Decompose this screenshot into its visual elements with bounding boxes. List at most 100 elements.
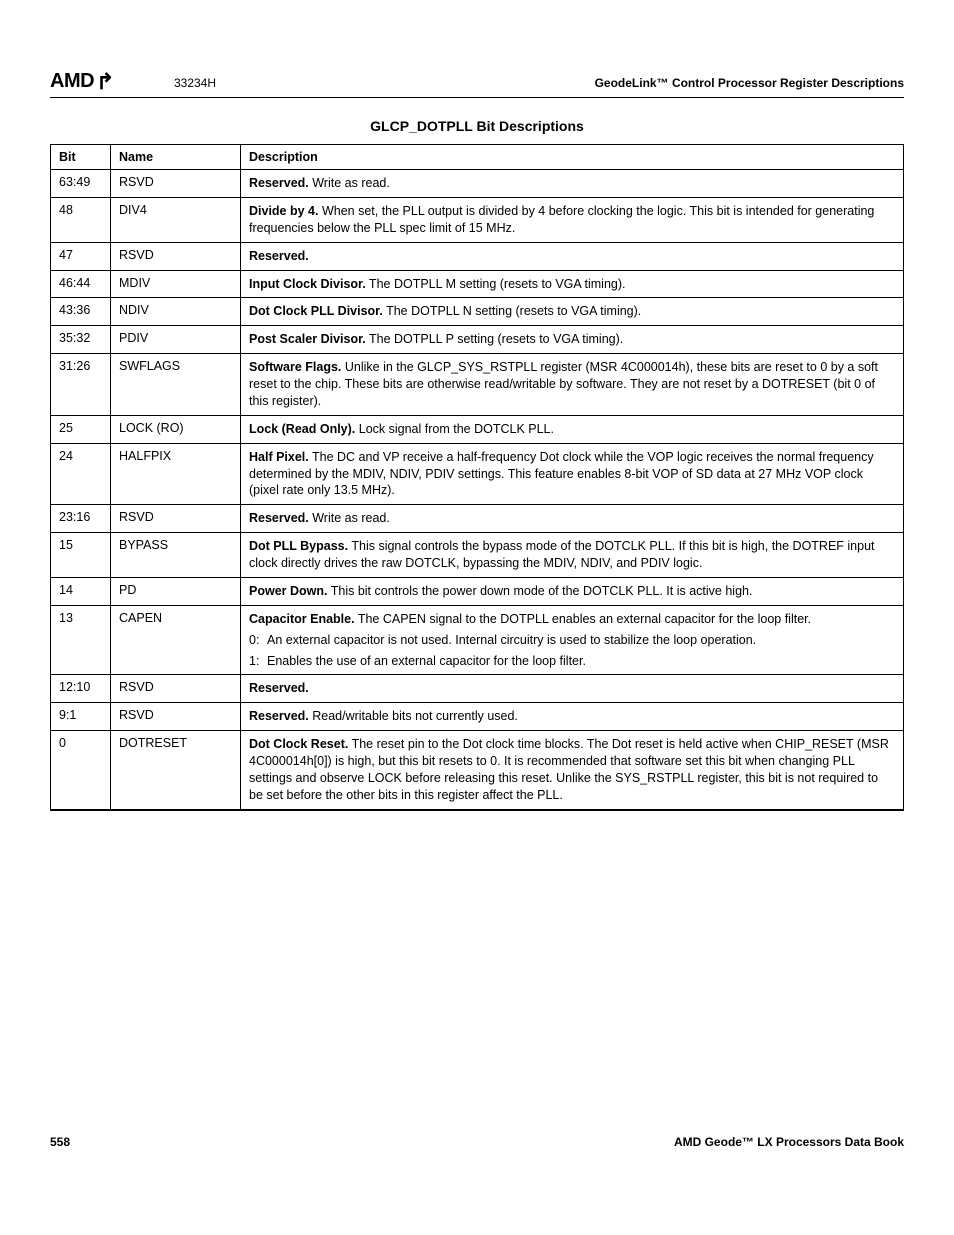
desc-bold: Post Scaler Divisor. [249,332,366,346]
table-row: 15BYPASSDot PLL Bypass. This signal cont… [51,533,904,578]
desc-bold: Dot PLL Bypass. [249,539,348,553]
logo-text: AMD [50,70,94,93]
cell-description: Reserved. [241,242,904,270]
cell-bit: 46:44 [51,270,111,298]
book-title: AMD Geode™ LX Processors Data Book [674,1135,904,1149]
amd-logo: AMD↱ [50,70,114,93]
option-key: 0: [249,632,267,649]
page-footer: 558 AMD Geode™ LX Processors Data Book [50,1131,904,1149]
cell-name: RSVD [111,703,241,731]
cell-description: Reserved. Read/writable bits not current… [241,703,904,731]
desc-paragraph: Reserved. Read/writable bits not current… [249,708,895,725]
desc-bold: Reserved. [249,709,309,723]
cell-bit: 12:10 [51,675,111,703]
desc-paragraph: Reserved. Write as read. [249,510,895,527]
page: AMD↱ 33234H GeodeLink™ Control Processor… [0,0,954,1199]
cell-bit: 63:49 [51,170,111,198]
option-value: Enables the use of an external capacitor… [267,653,895,670]
cell-bit: 48 [51,197,111,242]
header-rule [50,97,904,98]
cell-bit: 25 [51,415,111,443]
table-row: 14PDPower Down. This bit controls the po… [51,577,904,605]
cell-description: Post Scaler Divisor. The DOTPLL P settin… [241,326,904,354]
cell-description: Software Flags. Unlike in the GLCP_SYS_R… [241,354,904,416]
desc-bold: Software Flags. [249,360,341,374]
col-header-bit: Bit [51,145,111,170]
table-row: 35:32PDIV Post Scaler Divisor. The DOTPLL… [51,326,904,354]
cell-name: DOTRESET [111,731,241,810]
table-row: 43:36NDIV Dot Clock PLL Divisor. The DOTP… [51,298,904,326]
table-row: 12:10RSVDReserved. [51,675,904,703]
logo-arrow-icon: ↱ [96,73,114,91]
table-row: 31:26SWFLAGSSoftware Flags. Unlike in th… [51,354,904,416]
cell-description: Capacitor Enable. The CAPEN signal to th… [241,605,904,675]
cell-name: NDIV [111,298,241,326]
desc-bold: Capacitor Enable. [249,612,355,626]
table-row: 47RSVD Reserved. [51,242,904,270]
cell-bit: 9:1 [51,703,111,731]
desc-bold: Reserved. [249,176,309,190]
desc-option: 0:An external capacitor is not used. Int… [249,632,895,649]
cell-name: BYPASS [111,533,241,578]
option-value: An external capacitor is not used. Inter… [267,632,895,649]
desc-paragraph: Software Flags. Unlike in the GLCP_SYS_R… [249,359,895,410]
header-left: AMD↱ 33234H [50,70,216,93]
cell-name: HALFPIX [111,443,241,505]
table-row: 24HALFPIXHalf Pixel. The DC and VP recei… [51,443,904,505]
cell-name: LOCK (RO) [111,415,241,443]
cell-description: Power Down. This bit controls the power … [241,577,904,605]
desc-bold: Divide by 4. [249,204,318,218]
desc-bold: Dot Clock PLL Divisor. [249,304,383,318]
desc-bold: Power Down. [249,584,327,598]
cell-name: RSVD [111,242,241,270]
desc-paragraph: Reserved. Write as read. [249,175,895,192]
cell-bit: 15 [51,533,111,578]
cell-name: RSVD [111,170,241,198]
desc-paragraph: Capacitor Enable. The CAPEN signal to th… [249,611,895,628]
cell-bit: 0 [51,731,111,810]
desc-paragraph: Lock (Read Only). Lock signal from the D… [249,421,895,438]
desc-bold: Half Pixel. [249,450,309,464]
cell-description: Dot Clock Reset. The reset pin to the Do… [241,731,904,810]
page-header: AMD↱ 33234H GeodeLink™ Control Processor… [50,70,904,93]
desc-paragraph: Dot PLL Bypass. This signal controls the… [249,538,895,572]
desc-paragraph: Power Down. This bit controls the power … [249,583,895,600]
doc-code: 33234H [174,76,216,90]
cell-description: Dot Clock PLL Divisor. The DOTPLL N sett… [241,298,904,326]
footer-rule [50,810,904,811]
cell-description: Input Clock Divisor. The DOTPLL M settin… [241,270,904,298]
cell-description: Lock (Read Only). Lock signal from the D… [241,415,904,443]
cell-bit: 43:36 [51,298,111,326]
table-row: 13CAPEN Capacitor Enable. The CAPEN signa… [51,605,904,675]
cell-name: CAPEN [111,605,241,675]
table-row: 46:44MDIV Input Clock Divisor. The DOTPLL… [51,270,904,298]
desc-paragraph: Input Clock Divisor. The DOTPLL M settin… [249,276,895,293]
cell-bit: 13 [51,605,111,675]
desc-paragraph: Dot Clock PLL Divisor. The DOTPLL N sett… [249,303,895,320]
cell-description: Half Pixel. The DC and VP receive a half… [241,443,904,505]
cell-name: PDIV [111,326,241,354]
cell-name: RSVD [111,505,241,533]
desc-paragraph: Reserved. [249,680,895,697]
desc-bold: Input Clock Divisor. [249,277,366,291]
table-row: 23:16RSVDReserved. Write as read. [51,505,904,533]
desc-bold: Dot Clock Reset. [249,737,348,751]
desc-paragraph: Half Pixel. The DC and VP receive a half… [249,449,895,500]
desc-paragraph: Post Scaler Divisor. The DOTPLL P settin… [249,331,895,348]
table-row: 0DOTRESETDot Clock Reset. The reset pin … [51,731,904,810]
desc-bold: Reserved. [249,249,309,263]
cell-name: MDIV [111,270,241,298]
section-title: GeodeLink™ Control Processor Register De… [595,76,904,90]
cell-description: Reserved. [241,675,904,703]
desc-bold: Lock (Read Only). [249,422,355,436]
cell-bit: 47 [51,242,111,270]
bit-description-table: Bit Name Description 63:49RSVDReserved. … [50,144,904,810]
table-row: 25LOCK (RO) Lock (Read Only). Lock signal… [51,415,904,443]
cell-name: DIV4 [111,197,241,242]
cell-description: Divide by 4. When set, the PLL output is… [241,197,904,242]
desc-bold: Reserved. [249,511,309,525]
table-title: GLCP_DOTPLL Bit Descriptions [50,118,904,134]
cell-bit: 24 [51,443,111,505]
cell-bit: 35:32 [51,326,111,354]
desc-paragraph: Reserved. [249,248,895,265]
